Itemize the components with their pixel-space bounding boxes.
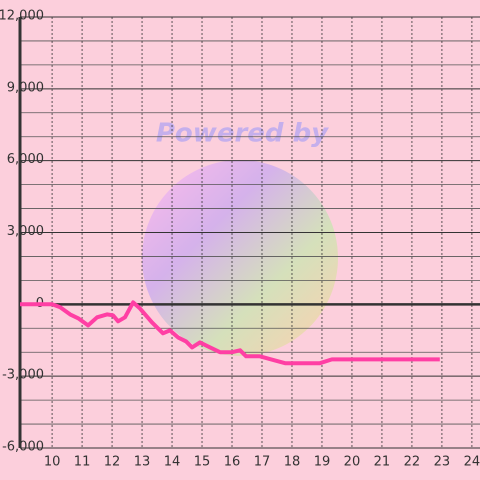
y-tick-label: 6,000: [7, 152, 44, 167]
x-tick-label: 18: [284, 455, 301, 470]
x-tick-label: 20: [344, 455, 361, 470]
y-tick-label: 9,000: [7, 80, 44, 95]
x-tick-label: 11: [74, 455, 91, 470]
y-tick-label: 3,000: [7, 224, 44, 239]
y-tick-label: -6,000: [2, 440, 44, 455]
x-tick-label: 21: [374, 455, 391, 470]
watermark-logo: [142, 160, 338, 356]
x-tick-label: 13: [134, 455, 151, 470]
y-tick-label: -3,000: [2, 368, 44, 383]
x-tick-label: 10: [44, 455, 61, 470]
x-tick-label: 23: [434, 455, 451, 470]
y-tick-label: 12,000: [0, 9, 44, 24]
x-tick-label: 17: [254, 455, 271, 470]
x-tick-label: 19: [314, 455, 331, 470]
x-tick-label: 12: [104, 455, 121, 470]
watermark-text: Powered by: [156, 119, 329, 149]
x-tick-label: 15: [194, 455, 211, 470]
x-tick-label: 24: [464, 455, 480, 470]
x-tick-label: 22: [404, 455, 421, 470]
x-tick-label: 14: [164, 455, 181, 470]
x-tick-label: 16: [224, 455, 241, 470]
line-series: [20, 300, 440, 366]
